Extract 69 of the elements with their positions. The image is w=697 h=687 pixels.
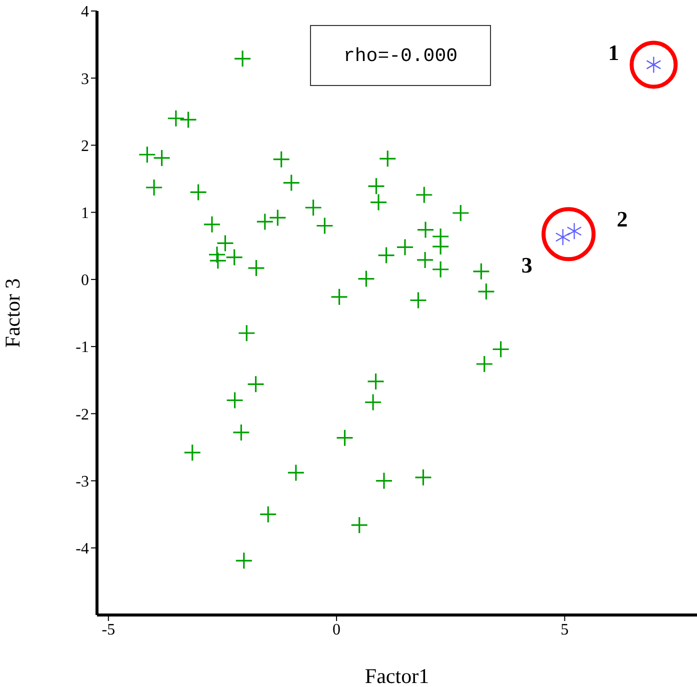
point <box>415 186 433 204</box>
point <box>432 260 450 278</box>
x-tick-label: 5 <box>560 621 569 638</box>
point <box>416 220 434 239</box>
point <box>238 324 256 342</box>
point <box>259 506 277 524</box>
point <box>350 516 368 534</box>
point <box>138 146 156 164</box>
point <box>256 212 274 231</box>
y-tick-label: 3 <box>81 70 89 88</box>
point <box>476 355 494 373</box>
point <box>189 183 208 201</box>
point <box>226 248 244 266</box>
point <box>472 262 490 280</box>
y-tick-label: 2 <box>81 138 89 155</box>
point <box>145 178 163 196</box>
point <box>357 270 375 288</box>
y-tick-label: 1 <box>81 205 89 222</box>
point <box>247 259 266 277</box>
point <box>287 464 305 482</box>
point <box>330 288 348 306</box>
point <box>336 429 354 447</box>
point <box>203 216 221 234</box>
annotation: 1 <box>608 40 620 66</box>
x-tick-label: -5 <box>102 621 116 638</box>
point <box>152 149 171 167</box>
point <box>414 468 432 486</box>
y-tick-label: 4 <box>81 4 89 21</box>
point <box>396 238 414 256</box>
annotation: 3 <box>521 252 532 278</box>
y-tick-label: -3 <box>76 473 89 490</box>
point <box>184 444 202 462</box>
point <box>409 291 428 310</box>
point <box>234 50 252 68</box>
point <box>167 110 185 128</box>
x-tick-label: 0 <box>332 621 341 638</box>
point <box>416 251 434 269</box>
point <box>272 150 290 168</box>
point <box>226 391 244 410</box>
point <box>364 393 382 412</box>
point <box>316 216 334 235</box>
note-box: rho=-0.000 <box>310 25 491 86</box>
point <box>209 252 227 270</box>
point <box>432 238 450 256</box>
point <box>246 375 265 393</box>
point <box>268 208 286 226</box>
point <box>375 472 393 490</box>
point <box>208 246 226 264</box>
y-axis-title: Factor 3 <box>0 278 24 348</box>
point <box>232 424 250 442</box>
annotation: 2 <box>616 206 628 232</box>
point <box>477 282 495 300</box>
point <box>367 177 386 195</box>
point <box>235 552 253 570</box>
y-tick-label: -4 <box>76 540 89 558</box>
point <box>366 372 385 390</box>
point <box>452 204 470 222</box>
y-tick-label: 0 <box>81 272 89 290</box>
y-tick-label: -2 <box>76 406 89 424</box>
point <box>377 246 396 264</box>
point <box>378 150 396 168</box>
point <box>370 193 388 212</box>
y-tick-label: -1 <box>76 339 89 356</box>
point <box>179 110 198 129</box>
point <box>304 198 322 216</box>
point <box>282 174 300 192</box>
x-axis-title: Factor1 <box>364 664 430 687</box>
point <box>216 234 234 252</box>
point <box>492 340 510 358</box>
